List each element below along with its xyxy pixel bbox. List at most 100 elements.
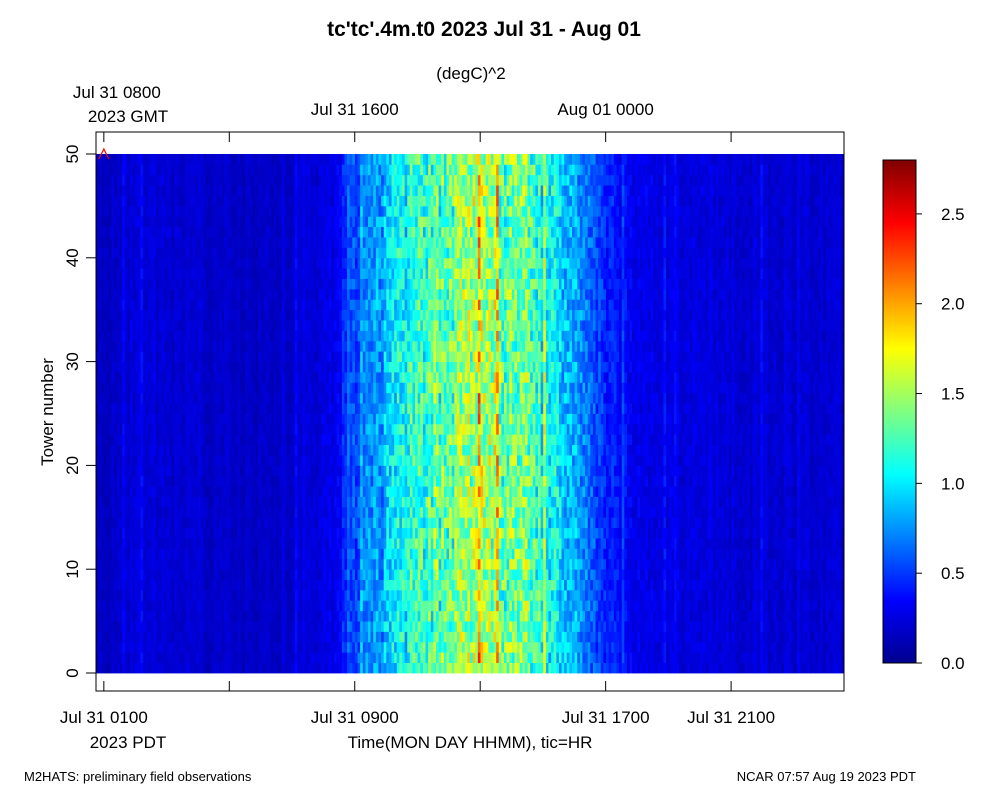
heatmap-cell <box>245 174 249 186</box>
heatmap-cell <box>179 361 183 373</box>
heatmap-cell <box>177 569 181 580</box>
heatmap-cell <box>336 527 340 539</box>
heatmap-cell <box>143 538 147 549</box>
heatmap-cell <box>328 268 332 279</box>
heatmap-cell <box>224 444 228 456</box>
heatmap-cell <box>132 589 136 601</box>
heatmap-cell <box>213 257 217 269</box>
heatmap-cell <box>119 589 123 601</box>
heatmap-cell <box>150 340 154 352</box>
heatmap-cell <box>124 237 128 248</box>
heatmap-cell <box>96 475 100 487</box>
heatmap-cell <box>216 237 220 248</box>
heatmap-cell <box>122 361 126 373</box>
heatmap-cell <box>187 621 191 632</box>
heatmap-cell <box>336 216 340 228</box>
heatmap-cell <box>137 548 141 560</box>
heatmap-cell <box>190 288 194 300</box>
heatmap-cell <box>347 340 351 352</box>
heatmap-cell <box>140 548 144 560</box>
heatmap-cell <box>252 579 256 591</box>
heatmap-cell <box>349 558 353 570</box>
heatmap-cell <box>148 517 152 529</box>
heatmap-cell <box>297 371 301 383</box>
heatmap-cell <box>349 434 353 446</box>
heatmap-cell <box>177 371 181 383</box>
heatmap-cell <box>145 309 149 321</box>
heatmap-cell <box>237 413 241 425</box>
heatmap-cell <box>221 299 225 311</box>
heatmap-cell <box>103 257 107 269</box>
heatmap-cell <box>255 299 259 311</box>
heatmap-cell <box>320 226 324 238</box>
heatmap-cell <box>234 154 238 165</box>
heatmap-cell <box>260 226 264 238</box>
heatmap-cell <box>289 413 293 425</box>
heatmap-cell <box>232 527 236 539</box>
heatmap-cell <box>273 610 277 622</box>
heatmap-cell <box>218 268 222 279</box>
heatmap-cell <box>198 371 202 383</box>
heatmap-cell <box>109 641 113 653</box>
heatmap-cell <box>148 558 152 570</box>
heatmap-cell <box>289 423 293 435</box>
heatmap-cell <box>263 569 267 580</box>
heatmap-cell <box>171 527 175 539</box>
heatmap-cell <box>190 403 194 414</box>
heatmap-cell <box>354 600 358 612</box>
heatmap-cell <box>203 621 207 632</box>
heatmap-cell <box>331 455 335 466</box>
heatmap-cell <box>352 288 356 300</box>
heatmap-cell <box>313 185 317 196</box>
heatmap-cell <box>323 216 327 228</box>
heatmap-cell <box>352 330 356 342</box>
heatmap-cell <box>119 444 123 456</box>
heatmap-cell <box>156 527 160 539</box>
heatmap-cell <box>179 205 183 217</box>
heatmap-cell <box>164 340 168 352</box>
heatmap-cell <box>145 299 149 311</box>
heatmap-cell <box>279 361 283 373</box>
heatmap-cell <box>313 444 317 456</box>
heatmap-cell <box>341 486 345 497</box>
heatmap-cell <box>203 361 207 373</box>
heatmap-cell <box>122 610 126 622</box>
heatmap-cell <box>289 205 293 217</box>
heatmap-cell <box>294 465 298 477</box>
heatmap-cell <box>320 434 324 446</box>
heatmap-cell <box>328 652 332 664</box>
heatmap-cell <box>158 652 162 664</box>
heatmap-cell <box>354 371 358 383</box>
heatmap-cell <box>198 506 202 518</box>
heatmap-cell <box>271 154 275 165</box>
heatmap-cell <box>158 237 162 248</box>
heatmap-cell <box>174 309 178 321</box>
heatmap-cell <box>145 527 149 539</box>
heatmap-cell <box>119 257 123 269</box>
heatmap-cell <box>150 413 154 425</box>
heatmap-cell <box>315 413 319 425</box>
heatmap-cell <box>200 569 204 580</box>
heatmap-cell <box>331 361 335 373</box>
heatmap-cell <box>247 465 251 477</box>
heatmap-cell <box>328 237 332 248</box>
heatmap-cell <box>130 517 134 529</box>
heatmap-cell <box>184 340 188 352</box>
heatmap-cell <box>263 496 267 508</box>
heatmap-cell <box>229 641 233 653</box>
heatmap-cell <box>250 164 254 176</box>
heatmap-cell <box>347 154 351 165</box>
heatmap-cell <box>232 413 236 425</box>
heatmap-cell <box>101 455 105 466</box>
heatmap-cell <box>203 496 207 508</box>
heatmap-cell <box>106 382 110 394</box>
heatmap-cell <box>242 652 246 664</box>
heatmap-cell <box>211 195 215 207</box>
heatmap-cell <box>153 517 157 529</box>
heatmap-cell <box>101 237 105 248</box>
heatmap-cell <box>260 621 264 632</box>
heatmap-cell <box>284 330 288 342</box>
heatmap-cell <box>258 320 262 331</box>
heatmap-cell <box>305 517 309 529</box>
heatmap-cell <box>334 455 338 466</box>
